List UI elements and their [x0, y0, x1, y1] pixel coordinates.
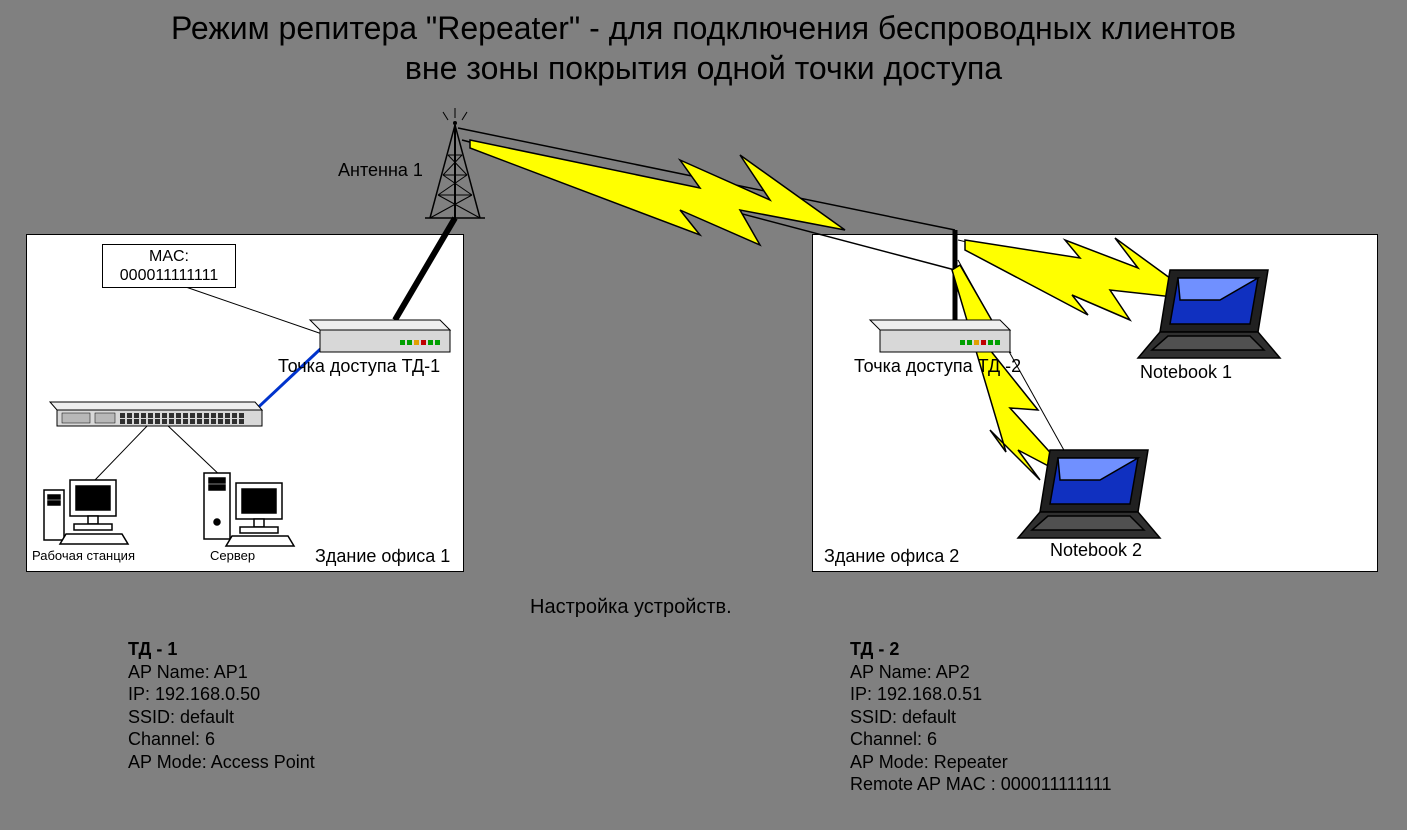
mac-line2: 000011111111	[120, 267, 218, 284]
settings-td1: ТД - 1 AP Name: AP1 IP: 192.168.0.50 SSI…	[128, 638, 315, 773]
antenna1-label: Антенна 1	[338, 160, 423, 181]
mac-line1: MAC:	[149, 248, 189, 265]
nb1-label: Notebook 1	[1140, 362, 1232, 383]
title-line1: Режим репитера "Repeater" - для подключе…	[171, 10, 1236, 46]
td2-line4: AP Mode: Repeater	[850, 751, 1112, 774]
workstation-label: Рабочая станция	[32, 548, 135, 563]
td2-line2: SSID: default	[850, 706, 1112, 729]
td2-line5: Remote AP MAC : 000011111111	[850, 773, 1112, 796]
td2-line0: AP Name: AP2	[850, 661, 1112, 684]
td1-header: ТД - 1	[128, 638, 315, 661]
td1-line1: IP: 192.168.0.50	[128, 683, 315, 706]
td2-header: ТД - 2	[850, 638, 1112, 661]
td1-line0: AP Name: AP1	[128, 661, 315, 684]
lightning-icon	[470, 140, 845, 245]
td1-line4: AP Mode: Access Point	[128, 751, 315, 774]
antenna-icon	[425, 108, 485, 218]
ap1-label: Точка доступа ТД-1	[278, 356, 440, 377]
td2-line1: IP: 192.168.0.51	[850, 683, 1112, 706]
office1-label: Здание офиса 1	[315, 546, 450, 567]
mac-box: MAC: 000011111111	[102, 244, 236, 288]
office1-box	[26, 234, 464, 572]
page-title: Режим репитера "Repeater" - для подключе…	[0, 8, 1407, 88]
ap2-label: Точка доступа ТД -2	[854, 356, 1021, 377]
office2-box	[812, 234, 1378, 572]
nb2-label: Notebook 2	[1050, 540, 1142, 561]
office2-label: Здание офиса 2	[824, 546, 959, 567]
title-line2: вне зоны покрытия одной точки доступа	[405, 50, 1002, 86]
server-label: Сервер	[210, 548, 255, 563]
settings-title: Настройка устройств.	[530, 596, 732, 619]
settings-td2: ТД - 2 AP Name: AP2 IP: 192.168.0.51 SSI…	[850, 638, 1112, 796]
td2-line3: Channel: 6	[850, 728, 1112, 751]
td1-line3: Channel: 6	[128, 728, 315, 751]
td1-line2: SSID: default	[128, 706, 315, 729]
